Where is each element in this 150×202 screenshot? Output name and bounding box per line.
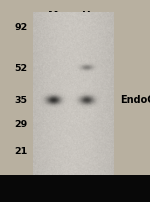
Text: 21: 21 — [15, 146, 28, 155]
Text: H: H — [82, 11, 91, 21]
Text: 92: 92 — [15, 23, 28, 32]
Text: 35: 35 — [15, 96, 28, 104]
Text: EndoG: EndoG — [120, 95, 150, 105]
Bar — [0, 175, 150, 202]
Bar — [33, 13, 113, 175]
Text: M: M — [48, 11, 58, 21]
Text: 29: 29 — [15, 120, 28, 129]
Text: 52: 52 — [15, 63, 28, 72]
